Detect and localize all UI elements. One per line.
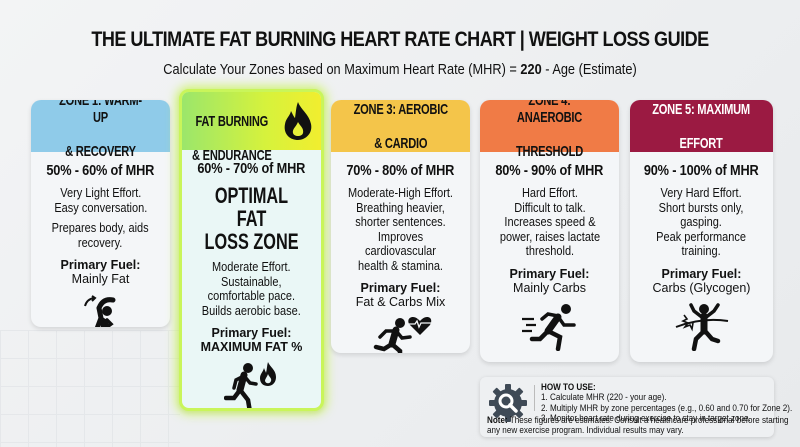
zone-2-card: ZONE 2:FAT BURNING& ENDURANCE 60% - 70% … <box>179 89 324 411</box>
zone-4-card: ZONE 4: ANAEROBIC THRESHOLD 80% - 90% of … <box>480 100 619 362</box>
optimal-fat-loss-label: OPTIMAL FAT LOSS ZONE <box>204 183 299 254</box>
flame-icon <box>284 102 312 140</box>
background-grid <box>0 330 180 447</box>
zone-2-fuel-label: Primary Fuel: <box>211 326 292 340</box>
running-person-heart-icon <box>331 317 470 353</box>
zone-3-description: Moderate-High Effort. Breathing heavier,… <box>348 186 453 273</box>
zone-1-benefit: Prepares body, aids recovery. <box>51 221 150 250</box>
zone-1-fuel-value: Mainly Fat <box>71 272 130 286</box>
how-to-use-panel: HOW TO USE: 1. Calculate MHR (220 - your… <box>480 377 793 437</box>
zone-1-description: Very Light Effort. Easy conversation. <box>54 186 147 215</box>
zone-4-fuel-label: Primary Fuel: <box>509 266 590 281</box>
zone-5-card: ZONE 5: MAXIMUM EFFORT 90% - 100% of MHR … <box>630 100 773 362</box>
zone-4-header: ZONE 4: ANAEROBIC THRESHOLD <box>480 100 619 160</box>
page-title: THE ULTIMATE FAT BURNING HEART RATE CHAR… <box>91 28 709 51</box>
how-to-step: 3. Monitor heart rate during exercise to… <box>541 412 751 423</box>
stretching-person-icon <box>31 294 170 327</box>
sprinting-person-icon <box>480 303 619 351</box>
zone-3-fuel-value: Fat & Carbs Mix <box>355 295 446 309</box>
zone-1-header: ZONE 1: WARM-UP & RECOVERY <box>31 100 170 160</box>
zone-2-description: Moderate Effort. Sustainable, comfortabl… <box>201 260 302 318</box>
divider <box>534 385 535 411</box>
zone-5-fuel-value: Carbs (Glycogen) <box>652 280 751 295</box>
running-person-flame-icon <box>182 362 321 408</box>
gear-search-icon <box>489 384 527 422</box>
disclaimer-note: Note: These figures are estimates. Consu… <box>487 415 789 436</box>
zone-2-fuel-value: MAXIMUM FAT % <box>200 340 303 354</box>
zone-3-card: ZONE 3: AEROBIC & CARDIO 70% - 80% of MHR… <box>331 100 470 353</box>
how-to-steps: HOW TO USE: 1. Calculate MHR (220 - your… <box>541 382 793 423</box>
zone-4-range: 80% - 90% of MHR <box>495 163 604 179</box>
zone-1-fuel-label: Primary Fuel: <box>60 258 141 272</box>
zone-5-fuel-label: Primary Fuel: <box>661 266 742 281</box>
zone-2-range: 60% - 70% of MHR <box>197 161 306 177</box>
zone-5-header: ZONE 5: MAXIMUM EFFORT <box>630 100 773 152</box>
zone-4-description: Hard Effort. Difficult to talk. Increase… <box>499 186 600 258</box>
zone-5-description: Very Hard Effort. Short bursts only, gas… <box>656 186 747 258</box>
finish-line-person-icon <box>630 302 773 351</box>
zone-3-range: 70% - 80% of MHR <box>346 163 455 179</box>
zone-1-card: ZONE 1: WARM-UP & RECOVERY 50% - 60% of M… <box>31 100 170 327</box>
how-to-step: 1. Calculate MHR (220 - your age). <box>541 392 667 403</box>
how-to-step: 2. Multiply MHR by zone percentages (e.g… <box>541 402 793 413</box>
how-to-heading: HOW TO USE: <box>541 382 596 392</box>
zone-5-range: 90% - 100% of MHR <box>644 163 759 179</box>
zone-3-fuel-label: Primary Fuel: <box>360 281 441 295</box>
page-subtitle: Calculate Your Zones based on Maximum He… <box>163 62 637 78</box>
zone-2-header: ZONE 2:FAT BURNING& ENDURANCE <box>182 92 321 164</box>
zone-3-header: ZONE 3: AEROBIC & CARDIO <box>331 100 470 152</box>
zone-4-fuel-value: Mainly Carbs <box>513 280 586 295</box>
zone-1-range: 50% - 60% of MHR <box>46 163 155 179</box>
